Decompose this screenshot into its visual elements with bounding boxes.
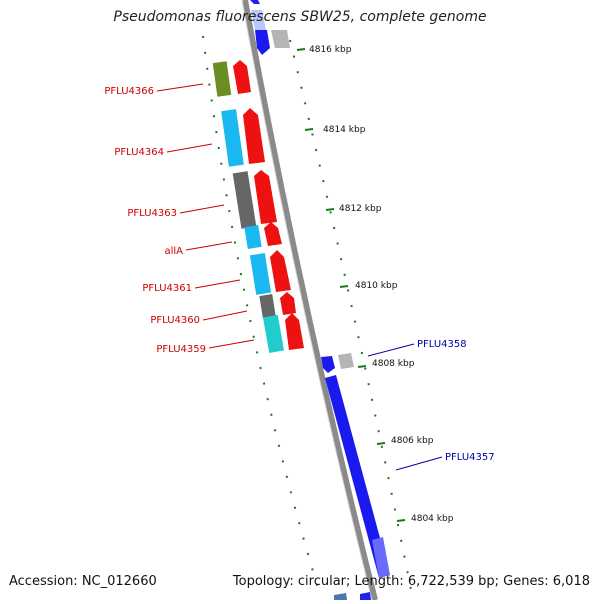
genome-backbone <box>242 0 378 601</box>
tick-label: 4816 kbp <box>309 45 352 55</box>
gene-label-pflu4358[interactable]: PFLU4358 <box>417 339 467 350</box>
gene-label-pflu4360[interactable]: PFLU4360 <box>150 315 200 326</box>
tick-marks <box>296 48 406 522</box>
gene-label-pflu4366[interactable]: PFLU4366 <box>104 86 154 97</box>
gene-bottom-steelblue <box>334 593 347 600</box>
tick-label: 4814 kbp <box>323 125 366 135</box>
gene-label-pflu4363[interactable]: PFLU4363 <box>127 208 177 219</box>
gene-label-pflu4359[interactable]: PFLU4359 <box>156 344 206 355</box>
gene-pflu4363-gray <box>232 171 257 229</box>
gene-alla-cyan <box>244 225 262 249</box>
gene-pflu4359-teal <box>262 314 285 353</box>
gene-pflu4363-red <box>254 170 277 224</box>
outer-dotted-ring <box>289 39 413 596</box>
gene-top-blue <box>255 30 270 55</box>
gene-pflu4359-red <box>285 313 304 350</box>
gene-pflu4358-blue <box>321 356 335 373</box>
genome-summary-text: Topology: circular; Length: 6,722,539 bp… <box>232 574 590 589</box>
gene-pflu4364-red <box>243 108 265 164</box>
gene-top-lightblue <box>251 10 266 30</box>
gene-label-pflu4364[interactable]: PFLU4364 <box>114 147 164 158</box>
tick-label: 4810 kbp <box>355 281 398 291</box>
gene-label-pflu4357[interactable]: PFLU4357 <box>445 452 495 463</box>
gene-label-pflu4361[interactable]: PFLU4361 <box>142 283 192 294</box>
gene-pflu4360-red <box>280 292 296 315</box>
genome-backbone-highlight <box>241 0 373 601</box>
gene-pflu4360-gray <box>259 294 276 318</box>
tick-label: 4806 kbp <box>391 436 434 446</box>
gene-pflu4361-cyan <box>249 252 272 295</box>
accession-text: Accession: NC_012660 <box>9 574 157 589</box>
gene-pflu4361-red <box>270 250 291 292</box>
gene-pflu4366-red <box>233 60 251 94</box>
tick-label: 4808 kbp <box>372 359 415 369</box>
tick-label: 4812 kbp <box>339 204 382 214</box>
gene-pflu4357-blue <box>325 375 390 578</box>
gene-bottom-blue <box>360 592 371 600</box>
gene-pflu4366-green <box>212 61 232 97</box>
gene-pflu4364-cyan <box>221 109 244 167</box>
inner-dotted-ring <box>202 35 321 596</box>
tick-label: 4804 kbp <box>411 514 454 524</box>
right-leader-lines <box>367 343 443 471</box>
gene-alla-red <box>264 222 282 246</box>
left-leader-lines <box>156 83 255 349</box>
map-title: Pseudomonas fluorescens SBW25, complete … <box>113 9 487 25</box>
gene-top-blue-2 <box>250 0 260 4</box>
gene-pflu4357-lightblue <box>372 537 390 578</box>
gene-pflu4358-gray <box>338 353 354 369</box>
gene-label-alla[interactable]: allA <box>164 246 183 257</box>
gene-top-gray <box>271 30 290 48</box>
